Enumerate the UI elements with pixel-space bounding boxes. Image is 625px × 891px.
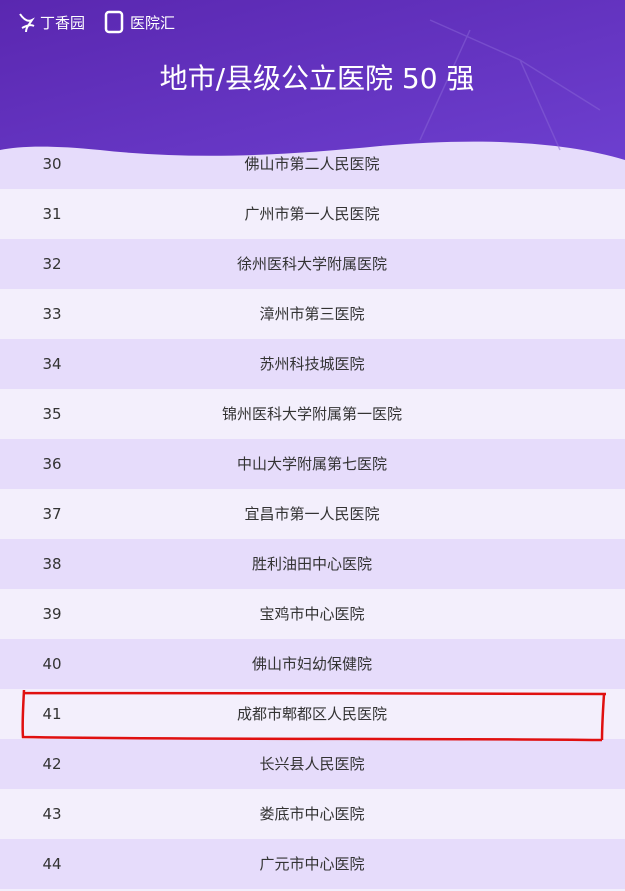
rank-cell: 38 xyxy=(42,555,62,573)
table-row: 31 广州市第一人民医院 xyxy=(0,189,625,239)
rank-cell: 35 xyxy=(42,405,62,423)
hospital-name: 广元市中心医院 xyxy=(259,855,365,873)
table-row: 43 娄底市中心医院 xyxy=(0,789,625,839)
rank-cell: 30 xyxy=(42,155,62,173)
decoration xyxy=(419,19,601,151)
hospital-name: 佛山市妇幼保健院 xyxy=(251,655,373,673)
ranking-table: 30 佛山市第二人民医院 31 广州市第一人民医院 32 徐州医科大学附属医院 33 漳州市第… xyxy=(0,139,625,889)
rank-cell: 43 xyxy=(42,805,62,823)
rank-cell: 44 xyxy=(42,855,62,873)
table-row: 39 宝鸡市中心医院 xyxy=(0,589,625,639)
rank-cell: 32 xyxy=(42,255,62,273)
logo-text: 医院汇 xyxy=(130,14,175,32)
table-row: 36 中山大学附属第七医院 xyxy=(0,439,625,489)
logo-icon xyxy=(104,10,124,34)
hospital-name: 娄底市中心医院 xyxy=(259,805,365,823)
table-row: 35 锦州医科大学附属第一医院 xyxy=(0,389,625,439)
table-row: 33 漳州市第三医院 xyxy=(0,289,625,339)
table-row: 37 宜昌市第一人民医院 xyxy=(0,489,625,539)
rank-cell: 42 xyxy=(42,755,62,773)
rank-cell: 40 xyxy=(42,655,62,673)
hospital-name: 宜昌市第一人民医院 xyxy=(244,505,380,523)
hospital-name: 广州市第一人民医院 xyxy=(244,205,380,223)
rank-cell: 34 xyxy=(42,355,62,373)
rank-cell: 37 xyxy=(42,505,62,523)
hospital-name: 长兴县人民医院 xyxy=(259,755,365,773)
rank-cell: 31 xyxy=(42,205,62,223)
rank-cell: 41 xyxy=(42,705,62,723)
table-row: 38 胜利油田中心医院 xyxy=(0,539,625,589)
hospital-name: 锦州医科大学附属第一医院 xyxy=(221,405,403,423)
hospital-name: 漳州市第三医院 xyxy=(259,305,365,323)
logo-text: 丁香园 xyxy=(40,14,85,32)
table-row: 40 佛山市妇幼保健院 xyxy=(0,639,625,689)
table-row: 34 苏州科技城医院 xyxy=(0,339,625,389)
logo-icon xyxy=(19,13,35,33)
hospital-name: 宝鸡市中心医院 xyxy=(259,605,365,623)
title: 地市/县级公立医院 50 强 xyxy=(160,62,475,95)
rank-cell: 36 xyxy=(42,455,62,473)
hospital-name: 成都市郫都区人民医院 xyxy=(236,705,388,723)
header-background xyxy=(0,0,625,160)
table-row: 42 长兴县人民医院 xyxy=(0,739,625,789)
hospital-name: 徐州医科大学附属医院 xyxy=(236,255,388,273)
hospital-name: 中山大学附属第七医院 xyxy=(236,455,388,473)
table-row: 44 广元市中心医院 xyxy=(0,839,625,889)
table-row: 41 成都市郫都区人民医院 xyxy=(0,689,625,739)
hospital-name: 苏州科技城医院 xyxy=(259,355,365,373)
rank-cell: 33 xyxy=(42,305,62,323)
header: 丁香园 医院汇 地市/县级公立医院 50 强 xyxy=(0,0,625,160)
hospital-name: 胜利油田中心医院 xyxy=(251,555,373,573)
table-row: 32 徐州医科大学附属医院 xyxy=(0,239,625,289)
rank-cell: 39 xyxy=(42,605,62,623)
hospital-name: 佛山市第二人民医院 xyxy=(244,155,380,173)
